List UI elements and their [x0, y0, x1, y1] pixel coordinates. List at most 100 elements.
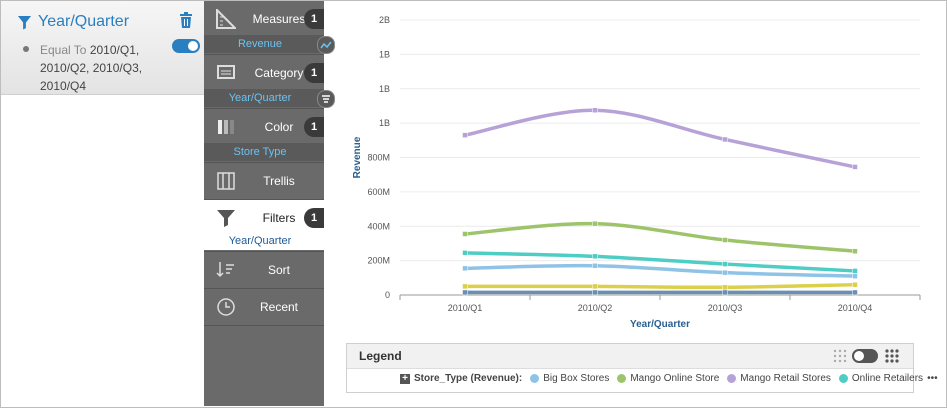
y-tick-label: 400M [367, 221, 390, 231]
measures-count-badge: 1 [304, 9, 324, 29]
filter-title[interactable]: Year/Quarter [17, 13, 129, 31]
color-count-badge: 1 [304, 117, 324, 137]
shelf-panel: Measures 1 Revenue Category 1 Year/Quart… [204, 1, 335, 406]
data-point [852, 289, 858, 296]
sort-icon[interactable] [317, 90, 335, 108]
legend-toggle[interactable] [852, 349, 878, 363]
legend-item[interactable]: Mango Online Store [630, 373, 720, 384]
series-line [464, 221, 856, 253]
category-pill[interactable]: Year/Quarter [204, 89, 335, 108]
legend-swatch [617, 374, 627, 383]
data-point [592, 220, 598, 227]
data-point [592, 253, 598, 260]
shelf-filters[interactable]: Filters 1 [204, 200, 324, 236]
data-point [852, 281, 858, 288]
trash-icon[interactable] [179, 12, 193, 28]
data-point [722, 261, 728, 267]
data-point [592, 283, 598, 290]
legend-swatch [727, 374, 737, 383]
data-point [462, 132, 468, 138]
color-bars-icon [218, 120, 234, 134]
filters-pill[interactable]: Year/Quarter [204, 232, 324, 250]
x-tick-label: 2010/Q3 [708, 303, 743, 313]
data-point [462, 289, 468, 296]
category-pill-label: Year/Quarter [228, 92, 292, 104]
series-line [464, 263, 856, 278]
color-pill[interactable]: Store Type [204, 143, 324, 161]
series-line [464, 108, 856, 169]
data-point [852, 268, 858, 274]
shelf-trellis-label: Trellis [263, 174, 295, 188]
data-point [722, 289, 728, 296]
legend-swatch [838, 374, 848, 383]
revenue-line-chart: 0 200M 400M 600M 800M 1B 1B 1B 2B 2010/Q1 2010/Q2 2… [352, 15, 921, 330]
shelf-color-label: Color [264, 120, 294, 134]
shelf-measures[interactable]: Measures 1 [204, 1, 324, 37]
shelf-sort-label: Sort [267, 263, 290, 277]
y-tick-label: 1B [379, 84, 390, 94]
y-tick-label: 0 [385, 290, 390, 300]
y-tick-label: 800M [367, 153, 390, 163]
data-point [462, 231, 468, 237]
condition-values: 2010/Q1, 2010/Q2, 2010/Q3, 2010/Q4 [40, 43, 143, 93]
y-axis-label: Revenue [352, 136, 363, 178]
color-pill-label: Store Type [233, 146, 287, 158]
filter-panel: Year/Quarter Equal To 2010/Q1, 2010/Q2, … [1, 1, 204, 95]
y-tick-label: 1B [379, 49, 390, 59]
sort-icon [216, 262, 234, 278]
legend-item[interactable]: Big Box Stores [543, 373, 610, 384]
shelf-category[interactable]: Category 1 [204, 55, 324, 91]
shelf-color[interactable]: Color 1 [204, 109, 324, 145]
data-point [852, 248, 858, 254]
line-chart-icon[interactable] [317, 36, 335, 54]
x-axis-label: Year/Quarter [630, 319, 690, 330]
legend-panel: Legend + Store_Type (Revenue): Big Box S… [346, 343, 938, 393]
legend-more[interactable]: ••• [927, 373, 938, 384]
dots-grid-bold-icon[interactable] [885, 349, 899, 363]
shelf-category-label: Category [254, 66, 304, 80]
legend-group-label: Store_Type (Revenue): [414, 373, 523, 384]
category-count-badge: 1 [304, 63, 324, 83]
y-tick-label: 200M [367, 256, 390, 266]
y-tick-label: 2B [379, 15, 390, 25]
expand-icon[interactable]: + [400, 373, 410, 384]
data-point [722, 269, 728, 276]
bullet-icon [23, 46, 29, 52]
legend-item[interactable]: Mango Retail Stores [740, 373, 831, 384]
dots-grid-icon[interactable] [833, 349, 847, 363]
data-point [462, 265, 468, 272]
shelf-recent-label: Recent [259, 300, 299, 314]
shelf-sort[interactable]: Sort [204, 252, 324, 288]
data-point [592, 289, 598, 296]
funnel-icon [17, 15, 32, 30]
x-tick-label: 2010/Q1 [448, 303, 483, 313]
filters-count-badge: 1 [304, 208, 324, 228]
condition-label: Equal To [40, 43, 87, 57]
x-tick-label: 2010/Q4 [838, 303, 873, 313]
keyboard-icon [217, 65, 235, 79]
legend-swatch [530, 374, 540, 383]
series-line [464, 282, 856, 290]
legend-row: + Store_Type (Revenue): Big Box Stores M… [400, 373, 938, 384]
filter-condition: Equal To 2010/Q1, 2010/Q2, 2010/Q3, 2010… [23, 41, 163, 95]
data-point [722, 284, 728, 291]
shelf-trellis[interactable]: Trellis [204, 163, 324, 199]
data-point [592, 263, 598, 269]
data-point [592, 107, 598, 113]
measures-pill-label: Revenue [237, 38, 283, 50]
measures-pill[interactable]: Revenue [204, 35, 335, 54]
y-tick-label: 1B [379, 118, 390, 128]
legend-item[interactable]: Online Retailers [851, 373, 924, 384]
series-line [464, 251, 856, 273]
data-point [852, 273, 858, 279]
trellis-icon [217, 172, 235, 190]
data-point [462, 283, 468, 290]
shelf-measures-label: Measures [252, 12, 306, 26]
shelf-filters-label: Filters [262, 211, 296, 225]
data-point [722, 237, 728, 243]
filters-pill-label: Year/Quarter [228, 235, 292, 247]
filter-enable-toggle[interactable] [172, 39, 200, 53]
clock-icon [217, 298, 235, 316]
shelf-recent[interactable]: Recent [204, 289, 324, 325]
y-tick-label: 600M [367, 187, 390, 197]
